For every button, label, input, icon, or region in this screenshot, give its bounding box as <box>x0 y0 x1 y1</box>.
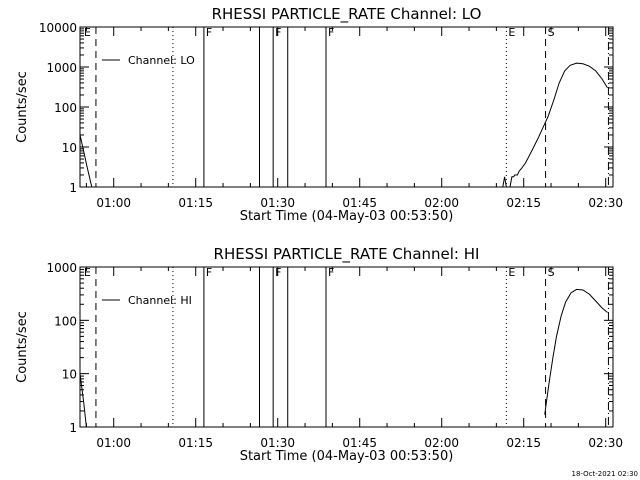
event-marker-flag: F <box>275 266 281 279</box>
x-axis-label: Start Time (04-May-03 00:53:50) <box>240 449 454 464</box>
y-tick-label: 10 <box>62 141 77 155</box>
event-marker-flag: S <box>548 266 555 279</box>
chart-title: RHESSI PARTICLE_RATE Channel: LO <box>212 5 482 24</box>
event-marker-flag: E <box>84 26 91 39</box>
plot-frame <box>79 266 614 428</box>
event-marker-flag: F <box>275 26 281 39</box>
x-tick-label: 01:00 <box>96 436 131 450</box>
x-tick-label: 01:15 <box>178 196 213 210</box>
legend-label: Channel: LO <box>128 54 195 67</box>
event-marker-flag: F <box>328 26 334 39</box>
y-tick-label: 10 <box>62 368 77 382</box>
event-marker-flag: E <box>508 266 515 279</box>
plots-layer: RHESSI PARTICLE_RATE Channel: LO11010010… <box>15 5 623 464</box>
series-line-lo <box>79 62 608 188</box>
y-axis-label: Counts/sec <box>15 71 30 143</box>
y-tick-label: 1 <box>69 421 77 435</box>
x-tick-label: 01:30 <box>260 196 295 210</box>
event-marker-flag: F <box>206 266 212 279</box>
x-tick-label: 01:00 <box>96 196 131 210</box>
y-tick-label: 100 <box>54 101 77 115</box>
event-marker-flag: F <box>206 26 212 39</box>
y-axis-label: Counts/sec <box>15 311 30 383</box>
chart-title: RHESSI PARTICLE_RATE Channel: HI <box>214 245 480 264</box>
event-marker-flag: E <box>84 266 91 279</box>
panel-hi: RHESSI PARTICLE_RATE Channel: HI 1 10 100 10… <box>15 245 623 464</box>
y-tick-label: 1000 <box>46 261 77 275</box>
y-tick-label: 1000 <box>46 61 77 75</box>
x-tick-label: 02:00 <box>424 196 459 210</box>
y-tick-label: 1 <box>69 181 77 195</box>
y-tick-label: 10000 <box>39 21 77 35</box>
x-tick-label: 02:15 <box>506 196 541 210</box>
x-axis-label: Start Time (04-May-03 00:53:50) <box>240 209 454 224</box>
event-marker-flag: F <box>328 266 334 279</box>
timestamp-footer: 18-Oct-2021 02:30 <box>572 470 638 478</box>
x-tick-label: 01:30 <box>260 436 295 450</box>
x-tick-label: 02:30 <box>588 436 623 450</box>
x-tick-label: 01:45 <box>342 196 377 210</box>
x-tick-label: 02:15 <box>506 436 541 450</box>
event-marker-flag: S <box>548 26 555 39</box>
legend-label: Channel: HI <box>128 294 192 307</box>
x-tick-label: 01:45 <box>342 436 377 450</box>
y-tick-label: 100 <box>54 314 77 328</box>
panel-lo: RHESSI PARTICLE_RATE Channel: LO 1 10 100 10… <box>15 5 623 224</box>
x-tick-label: 02:30 <box>588 196 623 210</box>
x-tick-label: 02:00 <box>424 436 459 450</box>
event-marker-flag: E <box>508 26 515 39</box>
series-line-hi <box>79 288 608 428</box>
x-tick-label: 01:15 <box>178 436 213 450</box>
